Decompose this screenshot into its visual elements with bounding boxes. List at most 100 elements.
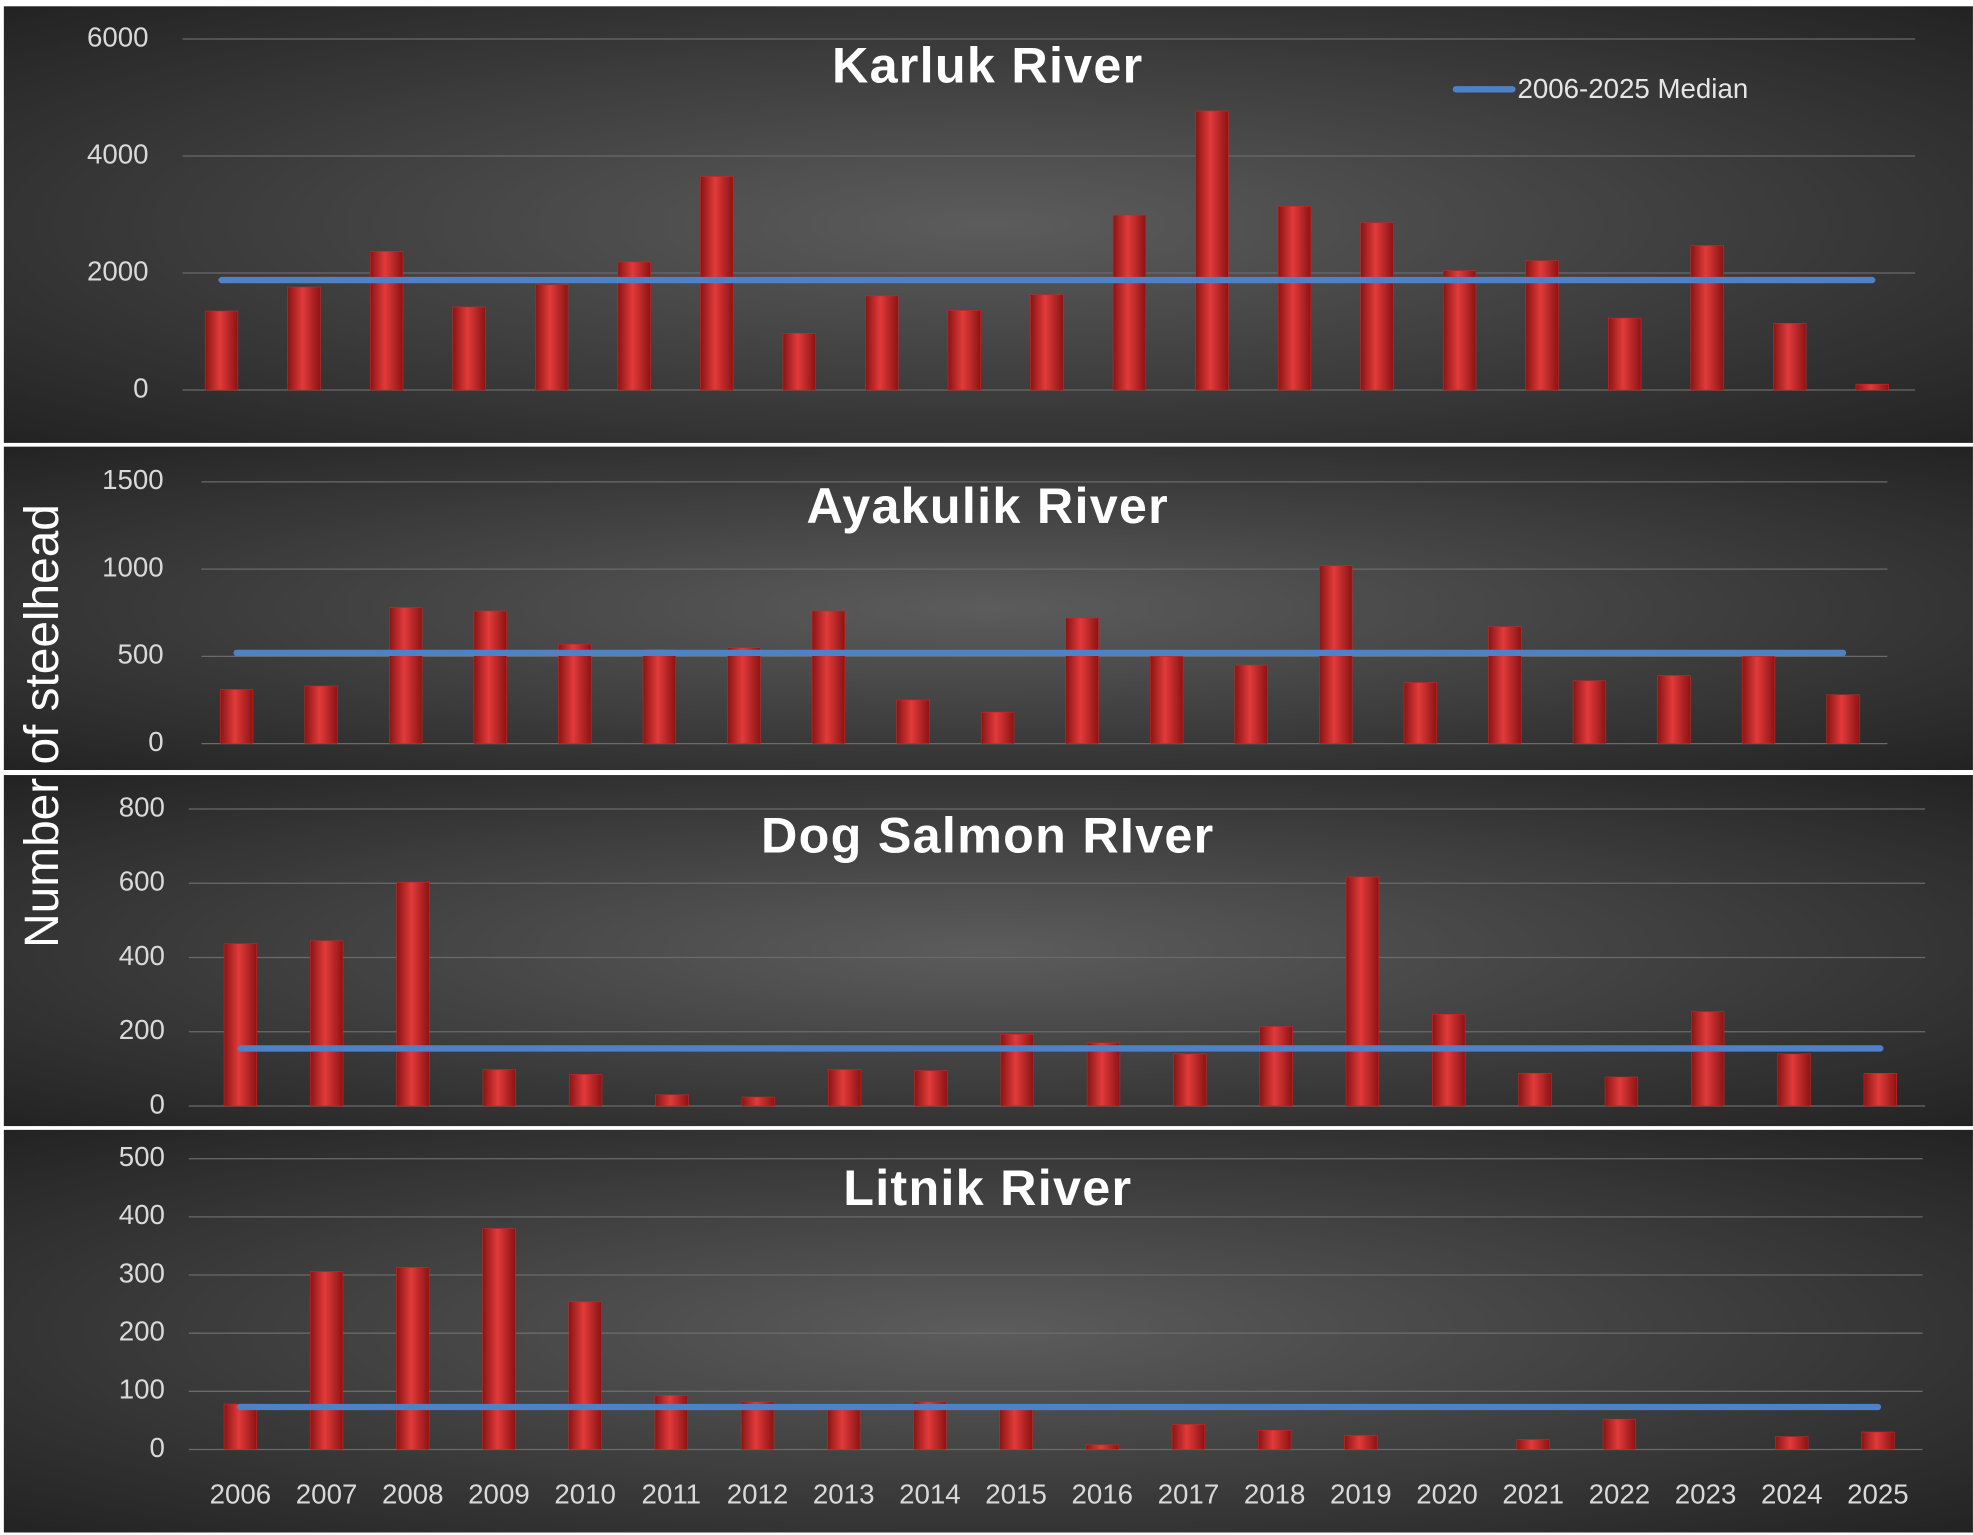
bar xyxy=(782,332,816,391)
y-tick-label: 800 xyxy=(119,791,165,822)
y-tick-label: 200 xyxy=(119,1014,165,1045)
bar xyxy=(1602,1418,1637,1450)
bar xyxy=(1277,206,1312,391)
x-tick-label: 2011 xyxy=(642,1478,702,1509)
y-tick-label: 0 xyxy=(150,1432,165,1463)
x-tick-label: 2025 xyxy=(1847,1478,1909,1509)
bar xyxy=(304,685,338,744)
bar xyxy=(1173,1053,1207,1107)
bar xyxy=(1344,1435,1378,1450)
bar xyxy=(617,261,651,391)
bar xyxy=(1259,1026,1293,1107)
bar xyxy=(1863,1072,1897,1107)
y-tick-label: 6000 xyxy=(87,21,149,52)
bar xyxy=(1855,383,1889,391)
bar xyxy=(534,284,569,391)
bar xyxy=(1607,317,1642,391)
bar xyxy=(741,1096,775,1107)
bar xyxy=(310,940,344,1107)
x-tick-label: 2008 xyxy=(382,1478,444,1509)
y-tick-label: 1000 xyxy=(102,551,164,582)
x-tick-label: 2013 xyxy=(813,1478,875,1509)
bar xyxy=(1690,245,1724,391)
bar xyxy=(482,1228,516,1450)
y-tick-label: 500 xyxy=(119,1141,165,1172)
bar xyxy=(1773,323,1807,391)
x-tick-label: 2015 xyxy=(985,1478,1047,1509)
y-tick-label: 200 xyxy=(119,1315,165,1346)
bar xyxy=(223,943,258,1107)
bar xyxy=(309,1271,344,1450)
bar xyxy=(655,1094,689,1107)
x-tick-label: 2024 xyxy=(1761,1478,1823,1509)
y-axis-label: Number of steelhead xyxy=(16,504,69,948)
x-tick-label: 2010 xyxy=(554,1478,616,1509)
x-tick-label: 2023 xyxy=(1675,1478,1737,1509)
bar xyxy=(1516,1439,1550,1450)
bar xyxy=(727,647,761,744)
bar xyxy=(865,295,899,391)
x-tick-label: 2014 xyxy=(899,1478,961,1509)
bar xyxy=(396,881,430,1107)
bar xyxy=(1432,1013,1466,1107)
bar xyxy=(1403,682,1437,744)
bar xyxy=(999,1408,1033,1450)
bar xyxy=(811,610,846,744)
y-tick-label: 500 xyxy=(117,639,163,670)
bar xyxy=(914,1070,948,1107)
x-tick-label: 2021 xyxy=(1502,1478,1564,1509)
bar xyxy=(947,310,982,391)
x-tick-label: 2017 xyxy=(1158,1478,1220,1509)
bar xyxy=(452,306,486,391)
panel-background xyxy=(3,6,1973,443)
bar xyxy=(1691,1011,1725,1107)
y-tick-label: 1500 xyxy=(102,464,164,495)
y-tick-label: 300 xyxy=(119,1257,165,1288)
y-tick-label: 0 xyxy=(150,1088,165,1119)
x-tick-label: 2022 xyxy=(1589,1478,1651,1509)
bar xyxy=(1085,1444,1119,1450)
bar xyxy=(287,286,321,391)
legend-label: 2006-2025 Median xyxy=(1517,73,1748,104)
x-tick-label: 2019 xyxy=(1330,1478,1392,1509)
bar xyxy=(1345,876,1380,1107)
bar xyxy=(827,1069,862,1107)
y-tick-label: 0 xyxy=(148,726,163,757)
bar xyxy=(700,176,734,391)
y-tick-label: 100 xyxy=(119,1374,165,1405)
x-tick-label: 2007 xyxy=(296,1478,358,1509)
bar xyxy=(1257,1429,1292,1450)
y-tick-label: 0 xyxy=(133,372,148,403)
bar xyxy=(896,699,930,744)
bar xyxy=(1775,1436,1809,1450)
bar xyxy=(473,610,507,744)
bar xyxy=(1518,1072,1552,1107)
bar xyxy=(654,1395,688,1450)
bar xyxy=(482,1069,516,1107)
bar xyxy=(1000,1034,1034,1107)
bar xyxy=(1150,656,1184,744)
bar xyxy=(1826,694,1860,744)
bar xyxy=(1572,680,1607,744)
bar xyxy=(204,310,239,391)
bar xyxy=(568,1074,603,1107)
bar xyxy=(1488,626,1522,744)
y-tick-label: 400 xyxy=(119,940,165,971)
x-tick-label: 2020 xyxy=(1416,1478,1478,1509)
bar xyxy=(1741,656,1776,744)
chart-title: Dog Salmon RIver xyxy=(761,807,1214,864)
bar xyxy=(1657,675,1691,744)
y-tick-label: 4000 xyxy=(87,138,149,169)
bar xyxy=(389,607,423,744)
x-tick-label: 2018 xyxy=(1244,1478,1306,1509)
bar xyxy=(558,643,592,744)
chart-title: Litnik River xyxy=(843,1159,1132,1216)
bar xyxy=(1861,1431,1895,1450)
bar xyxy=(827,1409,861,1450)
x-tick-label: 2016 xyxy=(1071,1478,1133,1509)
x-tick-label: 2006 xyxy=(210,1478,272,1509)
bar xyxy=(1234,664,1268,744)
bar xyxy=(219,689,254,744)
